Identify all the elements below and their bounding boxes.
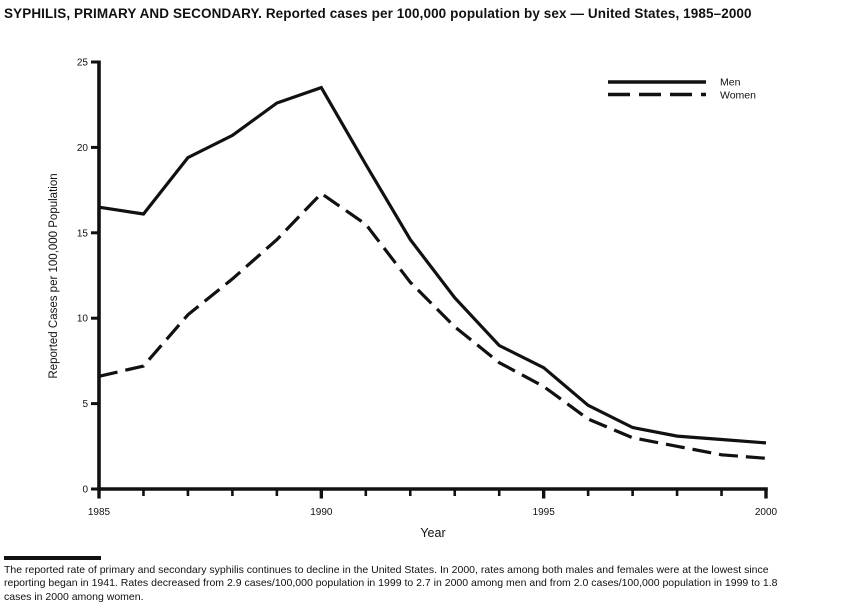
legend-women-label: Women <box>720 90 756 102</box>
y-axis-label: Reported Cases per 100,000 Population <box>48 173 60 378</box>
x-tick-label-1990: 1990 <box>310 507 333 518</box>
x-axis-label: Year <box>420 526 445 540</box>
y-tick-label-0: 0 <box>82 485 88 496</box>
y-tick-label-10: 10 <box>77 314 89 325</box>
figure-title: SYPHILIS, PRIMARY AND SECONDARY. Reporte… <box>4 6 752 21</box>
legend: Men Women <box>608 77 756 102</box>
legend-men-label: Men <box>720 77 741 89</box>
x-tick-label-2000: 2000 <box>755 507 778 518</box>
footnote: The reported rate of primary and seconda… <box>4 556 854 604</box>
y-tick-label-20: 20 <box>77 143 89 154</box>
chart-canvas: 0 5 10 15 20 25 1985 1990 1995 2000 Men Women Rep… <box>48 58 778 541</box>
footnote-line-2: reporting began in 1941. Rates decreased… <box>4 577 778 590</box>
y-tick-label-15: 15 <box>77 228 89 239</box>
men-series-line <box>98 85 767 445</box>
footnote-line-1: The reported rate of primary and seconda… <box>4 564 769 576</box>
women-series-line <box>98 191 767 460</box>
x-tick-label-1985: 1985 <box>88 507 111 518</box>
x-tick-label-1995: 1995 <box>533 507 556 518</box>
plot-area: 0 5 10 15 20 25 1985 1990 1995 2000 <box>77 58 778 519</box>
y-tick-label-5: 5 <box>82 399 88 410</box>
footnote-line-3: cases in 2000 among women. <box>4 590 144 603</box>
y-tick-label-25: 25 <box>77 58 89 69</box>
footnote-rule <box>4 556 101 560</box>
